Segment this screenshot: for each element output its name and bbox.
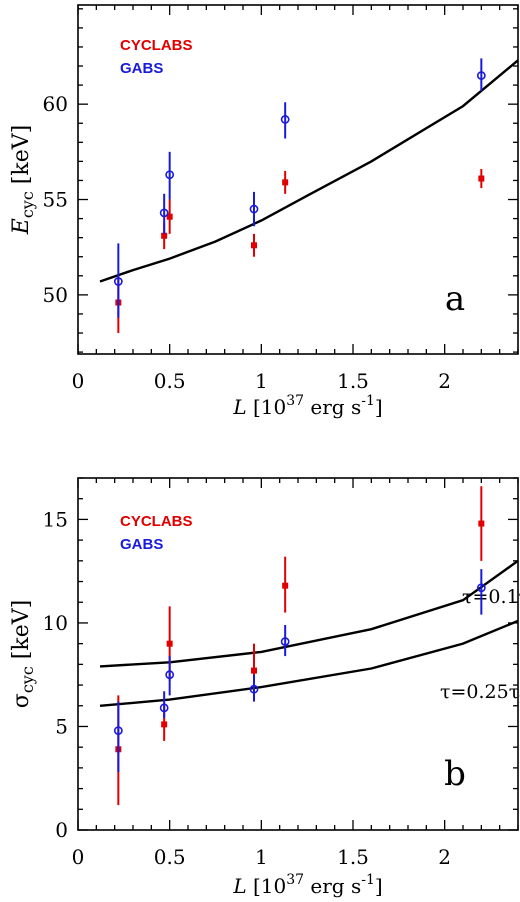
- panel-b: 0 0.5 1 1.5 2 0 5 10 15 σcyc [keV] L [1037 erg s-1…: [9, 477, 520, 898]
- panel-label: a: [445, 279, 465, 319]
- y-tick-label: 0: [55, 818, 68, 842]
- x-tick-label: 0.5: [154, 845, 186, 869]
- model-curve: [99, 559, 518, 668]
- x-tick-label: 0: [72, 369, 85, 393]
- data-point-square: [282, 582, 289, 589]
- data-point-circle: [476, 71, 486, 80]
- curve-label: τ=0.1τmax: [462, 586, 520, 612]
- data-point-square: [251, 242, 257, 249]
- legend-entry: GABS: [120, 536, 163, 553]
- y-tick-label: 60: [43, 92, 68, 116]
- y-tick-label: 5: [55, 714, 68, 738]
- legend-entry: CYCLABS: [120, 37, 193, 54]
- data-point-square: [282, 179, 289, 186]
- data-point-square: [166, 213, 173, 220]
- data-point-circle: [159, 703, 169, 713]
- data-point-circle: [165, 670, 175, 680]
- y-tick-label: 15: [43, 507, 68, 531]
- data-point-circle: [249, 684, 259, 694]
- x-tick-label: 2: [438, 845, 451, 869]
- x-axis-label: L [1037 erg s-1]: [232, 872, 382, 898]
- data-point-square: [251, 667, 257, 674]
- y-tick-label: 50: [43, 283, 68, 307]
- x-tick-label: 2: [438, 369, 451, 393]
- data-point-square: [161, 232, 168, 239]
- data-point-circle: [113, 277, 123, 286]
- x-tick-label: 1.5: [337, 845, 369, 869]
- data-point-square: [161, 721, 168, 728]
- data-point-circle: [165, 170, 175, 180]
- y-tick-label: 55: [43, 188, 68, 212]
- legend-entry: GABS: [120, 60, 163, 77]
- data-point-square: [478, 520, 485, 527]
- legend-entry: CYCLABS: [120, 513, 193, 530]
- data-point-circle: [476, 583, 486, 593]
- x-tick-label: 1: [255, 369, 268, 393]
- data-point-circle: [280, 115, 290, 124]
- model-curve: [99, 619, 518, 707]
- data-point-circle: [249, 204, 259, 214]
- x-tick-label: 0: [72, 845, 85, 869]
- data-point-circle: [113, 726, 123, 736]
- data-point-circle: [159, 208, 169, 218]
- x-tick-label: 1: [255, 845, 268, 869]
- data-point-square: [166, 640, 173, 647]
- data-point-square: [478, 175, 485, 182]
- curve-label: τ=0.25τmax: [440, 681, 520, 707]
- x-tick-label: 1.5: [337, 369, 369, 393]
- panel-label: b: [444, 754, 466, 794]
- y-axis-label: Ecyc [keV]: [9, 125, 37, 235]
- x-axis-label: L [1037 erg s-1]: [232, 393, 382, 419]
- data-point-circle: [280, 637, 290, 646]
- y-tick-label: 10: [43, 611, 68, 635]
- x-tick-label: 0.5: [154, 369, 186, 393]
- model-curve: [99, 59, 518, 283]
- y-axis-label: σcyc [keV]: [9, 600, 37, 708]
